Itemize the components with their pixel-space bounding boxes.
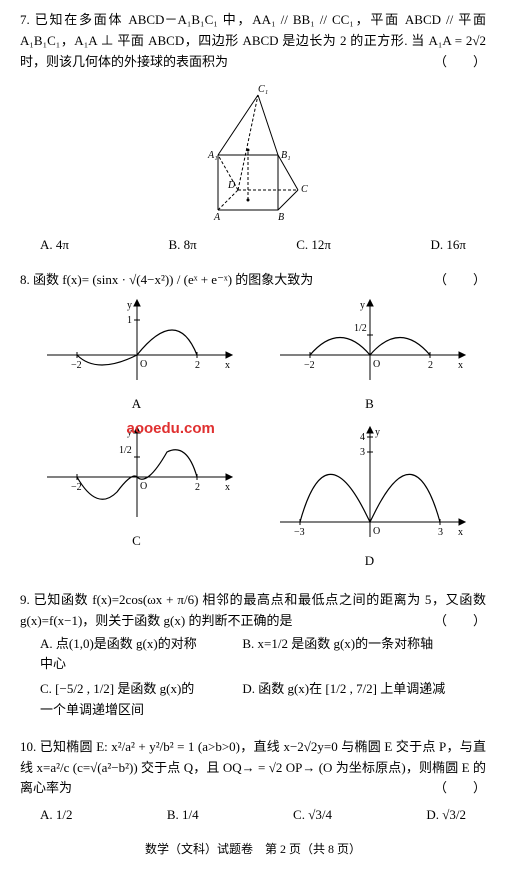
graph-B-label: B xyxy=(270,394,470,415)
question-8: 8. 函数 f(x)= (sinx · √(4−x²)) / (eˣ + e⁻ˣ… xyxy=(20,270,486,576)
graph-D-svg: −3 3 3 4 Ox y xyxy=(270,422,470,542)
q9-optB: B. x=1/2 是函数 g(x)的一条对称轴 xyxy=(242,634,466,676)
q7-figure: A B C D A₁ B₁ C₁ xyxy=(20,80,486,227)
watermark: aooedu.com xyxy=(127,417,215,441)
svg-text:−2: −2 xyxy=(304,360,315,371)
graph-C: aooedu.com −221/2Oxy C xyxy=(37,422,237,572)
svg-text:x: x xyxy=(225,482,230,493)
q9-optD: D. 函数 g(x)在 [1/2 , 7/2] 上单调递减 xyxy=(242,679,466,721)
lbl-B: B xyxy=(278,212,284,220)
page-footer: 数学（文科）试题卷 第 2 页（共 8 页） xyxy=(20,840,486,859)
q9-number: 9. xyxy=(20,592,30,607)
graph-B-svg: −2 2 1/2 Ox y xyxy=(270,295,470,385)
q7-text-block: 7. 已知在多面体 ABCD－A₁B₁C₁ 中，AA₁ // BB₁ // CC… xyxy=(20,10,486,72)
svg-text:2: 2 xyxy=(195,360,200,371)
q8-text-block: 8. 函数 f(x)= (sinx · √(4−x²)) / (eˣ + e⁻ˣ… xyxy=(20,270,486,291)
q10-text: 已知椭圆 E: x²/a² + y²/b² = 1 (a>b>0)，直线 x−2… xyxy=(20,739,486,796)
svg-text:1/2: 1/2 xyxy=(119,445,132,456)
lbl-C: C xyxy=(301,184,308,195)
q10-paren: （ ） xyxy=(434,778,486,799)
svg-text:−2: −2 xyxy=(71,360,82,371)
lbl-A: A xyxy=(213,212,221,220)
q10-optC: C. √3/4 xyxy=(293,805,332,826)
q7-optC: C. 12π xyxy=(296,235,331,256)
question-9: 9. 已知函数 f(x)=2cos(ωx + π/6) 相邻的最高点和最低点之间… xyxy=(20,590,486,723)
q8-number: 8. xyxy=(20,272,30,287)
svg-text:4: 4 xyxy=(360,432,365,443)
graph-A-svg: −2 2 1 Ox y xyxy=(37,295,237,385)
svg-text:y: y xyxy=(360,300,365,311)
svg-text:x: x xyxy=(225,360,230,371)
svg-text:−2: −2 xyxy=(71,482,82,493)
svg-text:x: x xyxy=(458,360,463,371)
graph-D-label: D xyxy=(270,551,470,572)
svg-text:y: y xyxy=(375,427,380,438)
q10-optA: A. 1/2 xyxy=(40,805,73,826)
svg-text:x: x xyxy=(458,527,463,538)
svg-text:2: 2 xyxy=(428,360,433,371)
question-7: 7. 已知在多面体 ABCD－A₁B₁C₁ 中，AA₁ // BB₁ // CC… xyxy=(20,10,486,256)
svg-text:O: O xyxy=(140,359,147,370)
lbl-A1: A₁ xyxy=(207,150,218,161)
q10-number: 10. xyxy=(20,739,36,754)
q7-paren: （ ） xyxy=(434,52,486,73)
svg-text:−3: −3 xyxy=(294,527,305,538)
q10-text-block: 10. 已知椭圆 E: x²/a² + y²/b² = 1 (a>b>0)，直线… xyxy=(20,737,486,799)
q9-options: A. 点(1,0)是函数 g(x)的对称中心 B. x=1/2 是函数 g(x)… xyxy=(20,632,486,723)
q10-optB: B. 1/4 xyxy=(167,805,199,826)
q9-optC: C. [−5/2 , 1/2] 是函数 g(x)的一个单调递增区间 xyxy=(40,679,202,721)
svg-text:1: 1 xyxy=(127,315,132,326)
q9-paren: （ ） xyxy=(434,611,486,632)
q8-graphs: −2 2 1 Ox y A −2 2 1/2 Ox y B aooedu.com xyxy=(20,291,486,576)
lbl-B1: B₁ xyxy=(281,150,291,161)
q7-optA: A. 4π xyxy=(40,235,69,256)
graph-A: −2 2 1 Ox y A xyxy=(37,295,237,415)
question-10: 10. 已知椭圆 E: x²/a² + y²/b² = 1 (a>b>0)，直线… xyxy=(20,737,486,826)
graph-C-label: C xyxy=(37,531,237,552)
svg-text:O: O xyxy=(373,359,380,370)
graph-A-label: A xyxy=(37,394,237,415)
q7-number: 7. xyxy=(20,12,30,27)
q7-optD: D. 16π xyxy=(431,235,466,256)
q7-options: A. 4π B. 8π C. 12π D. 16π xyxy=(40,235,466,256)
q8-paren: （ ） xyxy=(434,270,486,291)
q9-text-block: 9. 已知函数 f(x)=2cos(ωx + π/6) 相邻的最高点和最低点之间… xyxy=(20,590,486,632)
polyhedron-svg: A B C D A₁ B₁ C₁ xyxy=(178,80,328,220)
q7-text: 已知在多面体 ABCD－A₁B₁C₁ 中，AA₁ // BB₁ // CC₁，平… xyxy=(20,12,486,69)
svg-text:2: 2 xyxy=(195,482,200,493)
q9-optA: A. 点(1,0)是函数 g(x)的对称中心 xyxy=(40,634,202,676)
svg-text:3: 3 xyxy=(360,447,365,458)
svg-text:1/2: 1/2 xyxy=(354,323,367,334)
svg-text:O: O xyxy=(140,481,147,492)
q10-options: A. 1/2 B. 1/4 C. √3/4 D. √3/2 xyxy=(40,805,466,826)
lbl-D: D xyxy=(227,180,236,191)
graph-D: −3 3 3 4 Ox y D xyxy=(270,422,470,572)
q10-optD: D. √3/2 xyxy=(426,805,466,826)
svg-text:y: y xyxy=(127,300,132,311)
lbl-C1: C₁ xyxy=(258,84,268,95)
svg-text:3: 3 xyxy=(438,527,443,538)
graph-B: −2 2 1/2 Ox y B xyxy=(270,295,470,415)
svg-text:O: O xyxy=(373,526,380,537)
q7-optB: B. 8π xyxy=(168,235,196,256)
q8-text: 函数 f(x)= (sinx · √(4−x²)) / (eˣ + e⁻ˣ) 的… xyxy=(33,272,313,287)
q9-text: 已知函数 f(x)=2cos(ωx + π/6) 相邻的最高点和最低点之间的距离… xyxy=(20,592,486,628)
